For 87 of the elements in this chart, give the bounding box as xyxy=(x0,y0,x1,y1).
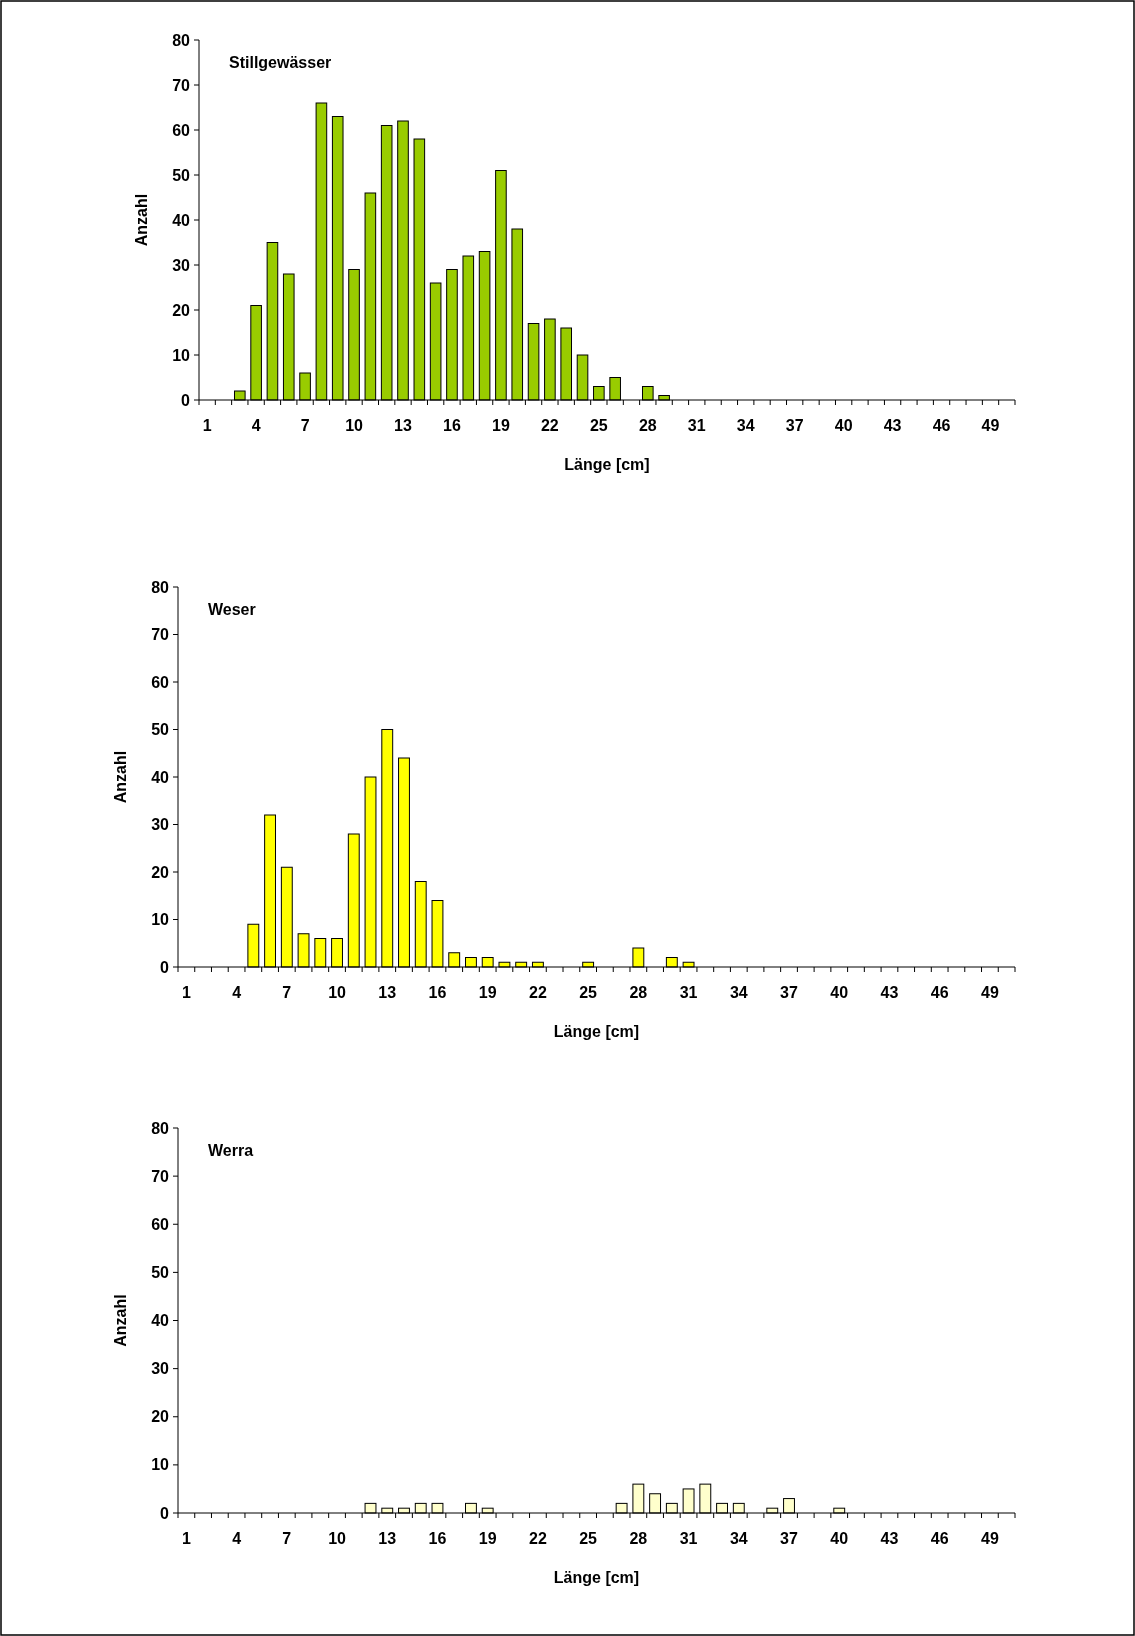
x-tick-label: 37 xyxy=(785,417,804,434)
x-axis-title: Länge [cm] xyxy=(564,456,650,473)
y-tick-label: 80 xyxy=(151,578,170,596)
text: Werra xyxy=(208,1142,254,1159)
x-axis-title: Länge [cm] xyxy=(553,1569,640,1586)
x-tick-label: 1 xyxy=(181,984,191,1001)
x-tick-label: 34 xyxy=(736,417,755,434)
y-tick-label: 60 xyxy=(172,121,191,139)
x-tick-label: 40 xyxy=(834,417,853,434)
y-tick-label: 0 xyxy=(181,391,191,409)
x-tick-label: 46 xyxy=(932,417,951,434)
x-tick-label: 22 xyxy=(540,417,559,434)
x-tick-label: 31 xyxy=(679,1530,698,1547)
x-tick-label: 43 xyxy=(880,1530,899,1547)
text: Stillgewässer xyxy=(229,54,332,71)
x-tick-label: 40 xyxy=(830,984,849,1001)
y-tick-label: 80 xyxy=(151,1119,170,1137)
x-tick-label: 7 xyxy=(300,417,310,434)
x-tick-label: 49 xyxy=(980,1530,999,1547)
x-tick-label: 16 xyxy=(428,1530,447,1547)
y-tick-label: 0 xyxy=(160,1504,170,1522)
x-tick-label: 25 xyxy=(579,984,598,1001)
x-tick-label: 28 xyxy=(629,984,648,1001)
x-tick-label: 34 xyxy=(729,1530,748,1547)
y-tick-label: 0 xyxy=(160,958,170,976)
y-tick-label: 20 xyxy=(172,301,191,319)
y-axis-title: Anzahl xyxy=(112,750,129,804)
y-tick-label: 30 xyxy=(151,816,170,834)
x-tick-label: 16 xyxy=(428,984,447,1001)
x-tick-label: 25 xyxy=(579,1530,598,1547)
y-tick-label: 60 xyxy=(151,1215,170,1233)
x-tick-label: 22 xyxy=(529,984,547,1001)
x-tick-label: 7 xyxy=(282,984,292,1001)
x-tick-label: 22 xyxy=(529,1530,547,1547)
y-tick-label: 50 xyxy=(151,1263,170,1281)
x-tick-label: 10 xyxy=(328,1530,347,1547)
text: Weser xyxy=(208,601,256,618)
x-tick-label: 43 xyxy=(883,417,902,434)
x-tick-label: 25 xyxy=(589,417,608,434)
x-tick-label: 4 xyxy=(251,417,261,434)
x-tick-label: 49 xyxy=(981,417,1000,434)
x-tick-label: 28 xyxy=(629,1530,648,1547)
x-tick-label: 43 xyxy=(880,984,899,1001)
x-tick-label: 1 xyxy=(181,1530,191,1547)
x-tick-label: 34 xyxy=(729,984,748,1001)
x-tick-label: 37 xyxy=(780,984,799,1001)
x-tick-label: 46 xyxy=(930,984,949,1001)
y-axis-title: Anzahl xyxy=(133,193,150,247)
x-tick-label: 31 xyxy=(679,984,698,1001)
y-tick-label: 50 xyxy=(172,166,191,184)
y-tick-label: 50 xyxy=(151,721,170,739)
y-tick-label: 40 xyxy=(151,1312,170,1330)
x-tick-label: 10 xyxy=(345,417,364,434)
x-axis-title: Länge [cm] xyxy=(553,1023,640,1040)
y-tick-label: 70 xyxy=(151,1167,170,1185)
x-tick-label: 19 xyxy=(478,984,497,1001)
y-tick-label: 20 xyxy=(151,863,170,881)
y-tick-label: 30 xyxy=(151,1360,170,1378)
y-axis-title: Anzahl xyxy=(112,1294,129,1347)
x-tick-label: 13 xyxy=(378,1530,397,1547)
x-tick-label: 19 xyxy=(492,417,510,434)
y-tick-label: 10 xyxy=(172,346,191,364)
x-tick-label: 37 xyxy=(780,1530,799,1547)
y-tick-label: 70 xyxy=(151,626,170,644)
x-tick-label: 7 xyxy=(282,1530,292,1547)
y-tick-label: 70 xyxy=(172,76,191,94)
x-tick-label: 13 xyxy=(394,417,412,434)
x-tick-label: 40 xyxy=(830,1530,849,1547)
y-tick-label: 20 xyxy=(151,1408,170,1426)
x-tick-label: 19 xyxy=(478,1530,497,1547)
x-tick-label: 31 xyxy=(687,417,706,434)
x-tick-label: 16 xyxy=(443,417,461,434)
x-tick-label: 4 xyxy=(232,1530,242,1547)
y-tick-label: 60 xyxy=(151,673,170,691)
x-tick-label: 28 xyxy=(638,417,657,434)
y-tick-label: 40 xyxy=(172,211,191,229)
y-tick-label: 30 xyxy=(172,256,191,274)
x-tick-label: 13 xyxy=(378,984,397,1001)
x-tick-label: 1 xyxy=(202,417,212,434)
y-tick-label: 10 xyxy=(151,911,170,929)
x-tick-label: 49 xyxy=(980,984,999,1001)
x-tick-label: 4 xyxy=(232,984,242,1001)
y-tick-label: 40 xyxy=(151,768,170,786)
y-tick-label: 10 xyxy=(151,1456,170,1474)
x-tick-label: 10 xyxy=(328,984,347,1001)
y-tick-label: 80 xyxy=(172,31,191,49)
x-tick-label: 46 xyxy=(930,1530,949,1547)
